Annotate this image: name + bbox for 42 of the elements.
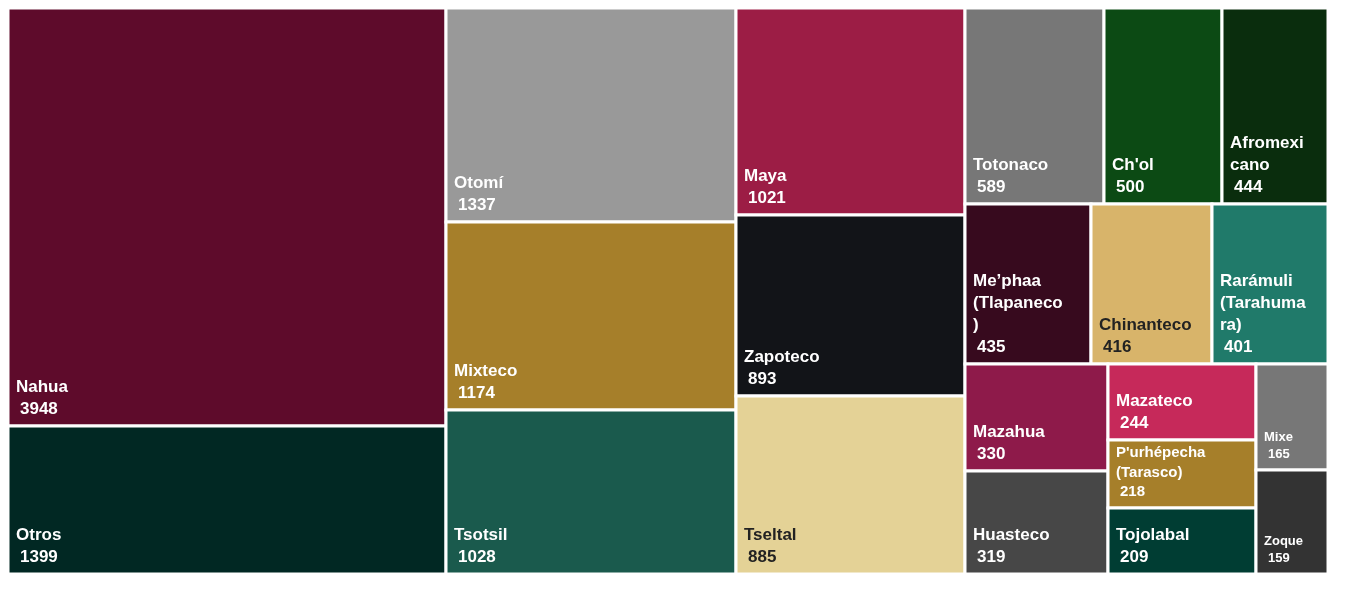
- category-label: Otomí: [454, 172, 505, 192]
- data-label: 209: [1120, 547, 1149, 566]
- data-label: 1399: [20, 547, 58, 566]
- data-label: 1337: [458, 195, 496, 214]
- data-label: 444: [1234, 177, 1263, 196]
- data-label: 416: [1103, 337, 1132, 356]
- data-label: 330: [977, 444, 1006, 463]
- data-label: 893: [748, 369, 777, 388]
- data-label: 1021: [748, 188, 786, 207]
- category-label: Rarámuli (Tarahumara): [1220, 270, 1307, 334]
- category-label: Mixe: [1264, 429, 1293, 445]
- category-label: Nahua: [16, 376, 69, 396]
- data-label: 885: [748, 547, 777, 566]
- category-label: Zoque: [1264, 533, 1303, 549]
- data-label: 159: [1268, 550, 1290, 565]
- category-label: Totonaco: [973, 154, 1049, 174]
- category-label: Tseltal: [744, 524, 797, 544]
- category-label: Chinanteco: [1099, 314, 1192, 334]
- data-label: 1028: [458, 547, 496, 566]
- category-label: Ch'ol: [1112, 154, 1154, 174]
- category-label: Otros: [16, 524, 62, 544]
- category-label: Mazateco: [1116, 390, 1193, 410]
- data-label: 500: [1116, 177, 1145, 196]
- category-label: Huasteco: [973, 524, 1050, 544]
- data-label: 589: [977, 177, 1006, 196]
- data-label: 319: [977, 547, 1006, 566]
- category-label: Maya: [744, 165, 788, 185]
- data-label: 3948: [20, 399, 58, 418]
- category-label: Afromexicano: [1230, 132, 1304, 174]
- category-label: Tsotsil: [454, 524, 508, 544]
- category-label: Me’phaa (Tlapaneco): [973, 270, 1063, 334]
- category-label: Zapoteco: [744, 346, 820, 366]
- category-label: Mazahua: [973, 421, 1046, 441]
- data-label: 244: [1120, 413, 1149, 432]
- data-label: 435: [977, 337, 1006, 356]
- category-label: P'urhépecha (Tarasco): [1116, 443, 1207, 480]
- data-label: 165: [1268, 446, 1290, 461]
- category-label: Mixteco: [454, 360, 518, 380]
- data-label: 218: [1120, 482, 1146, 499]
- data-label: 1174: [458, 383, 496, 402]
- data-label: 401: [1224, 337, 1253, 356]
- category-label: Tojolabal: [1116, 524, 1190, 544]
